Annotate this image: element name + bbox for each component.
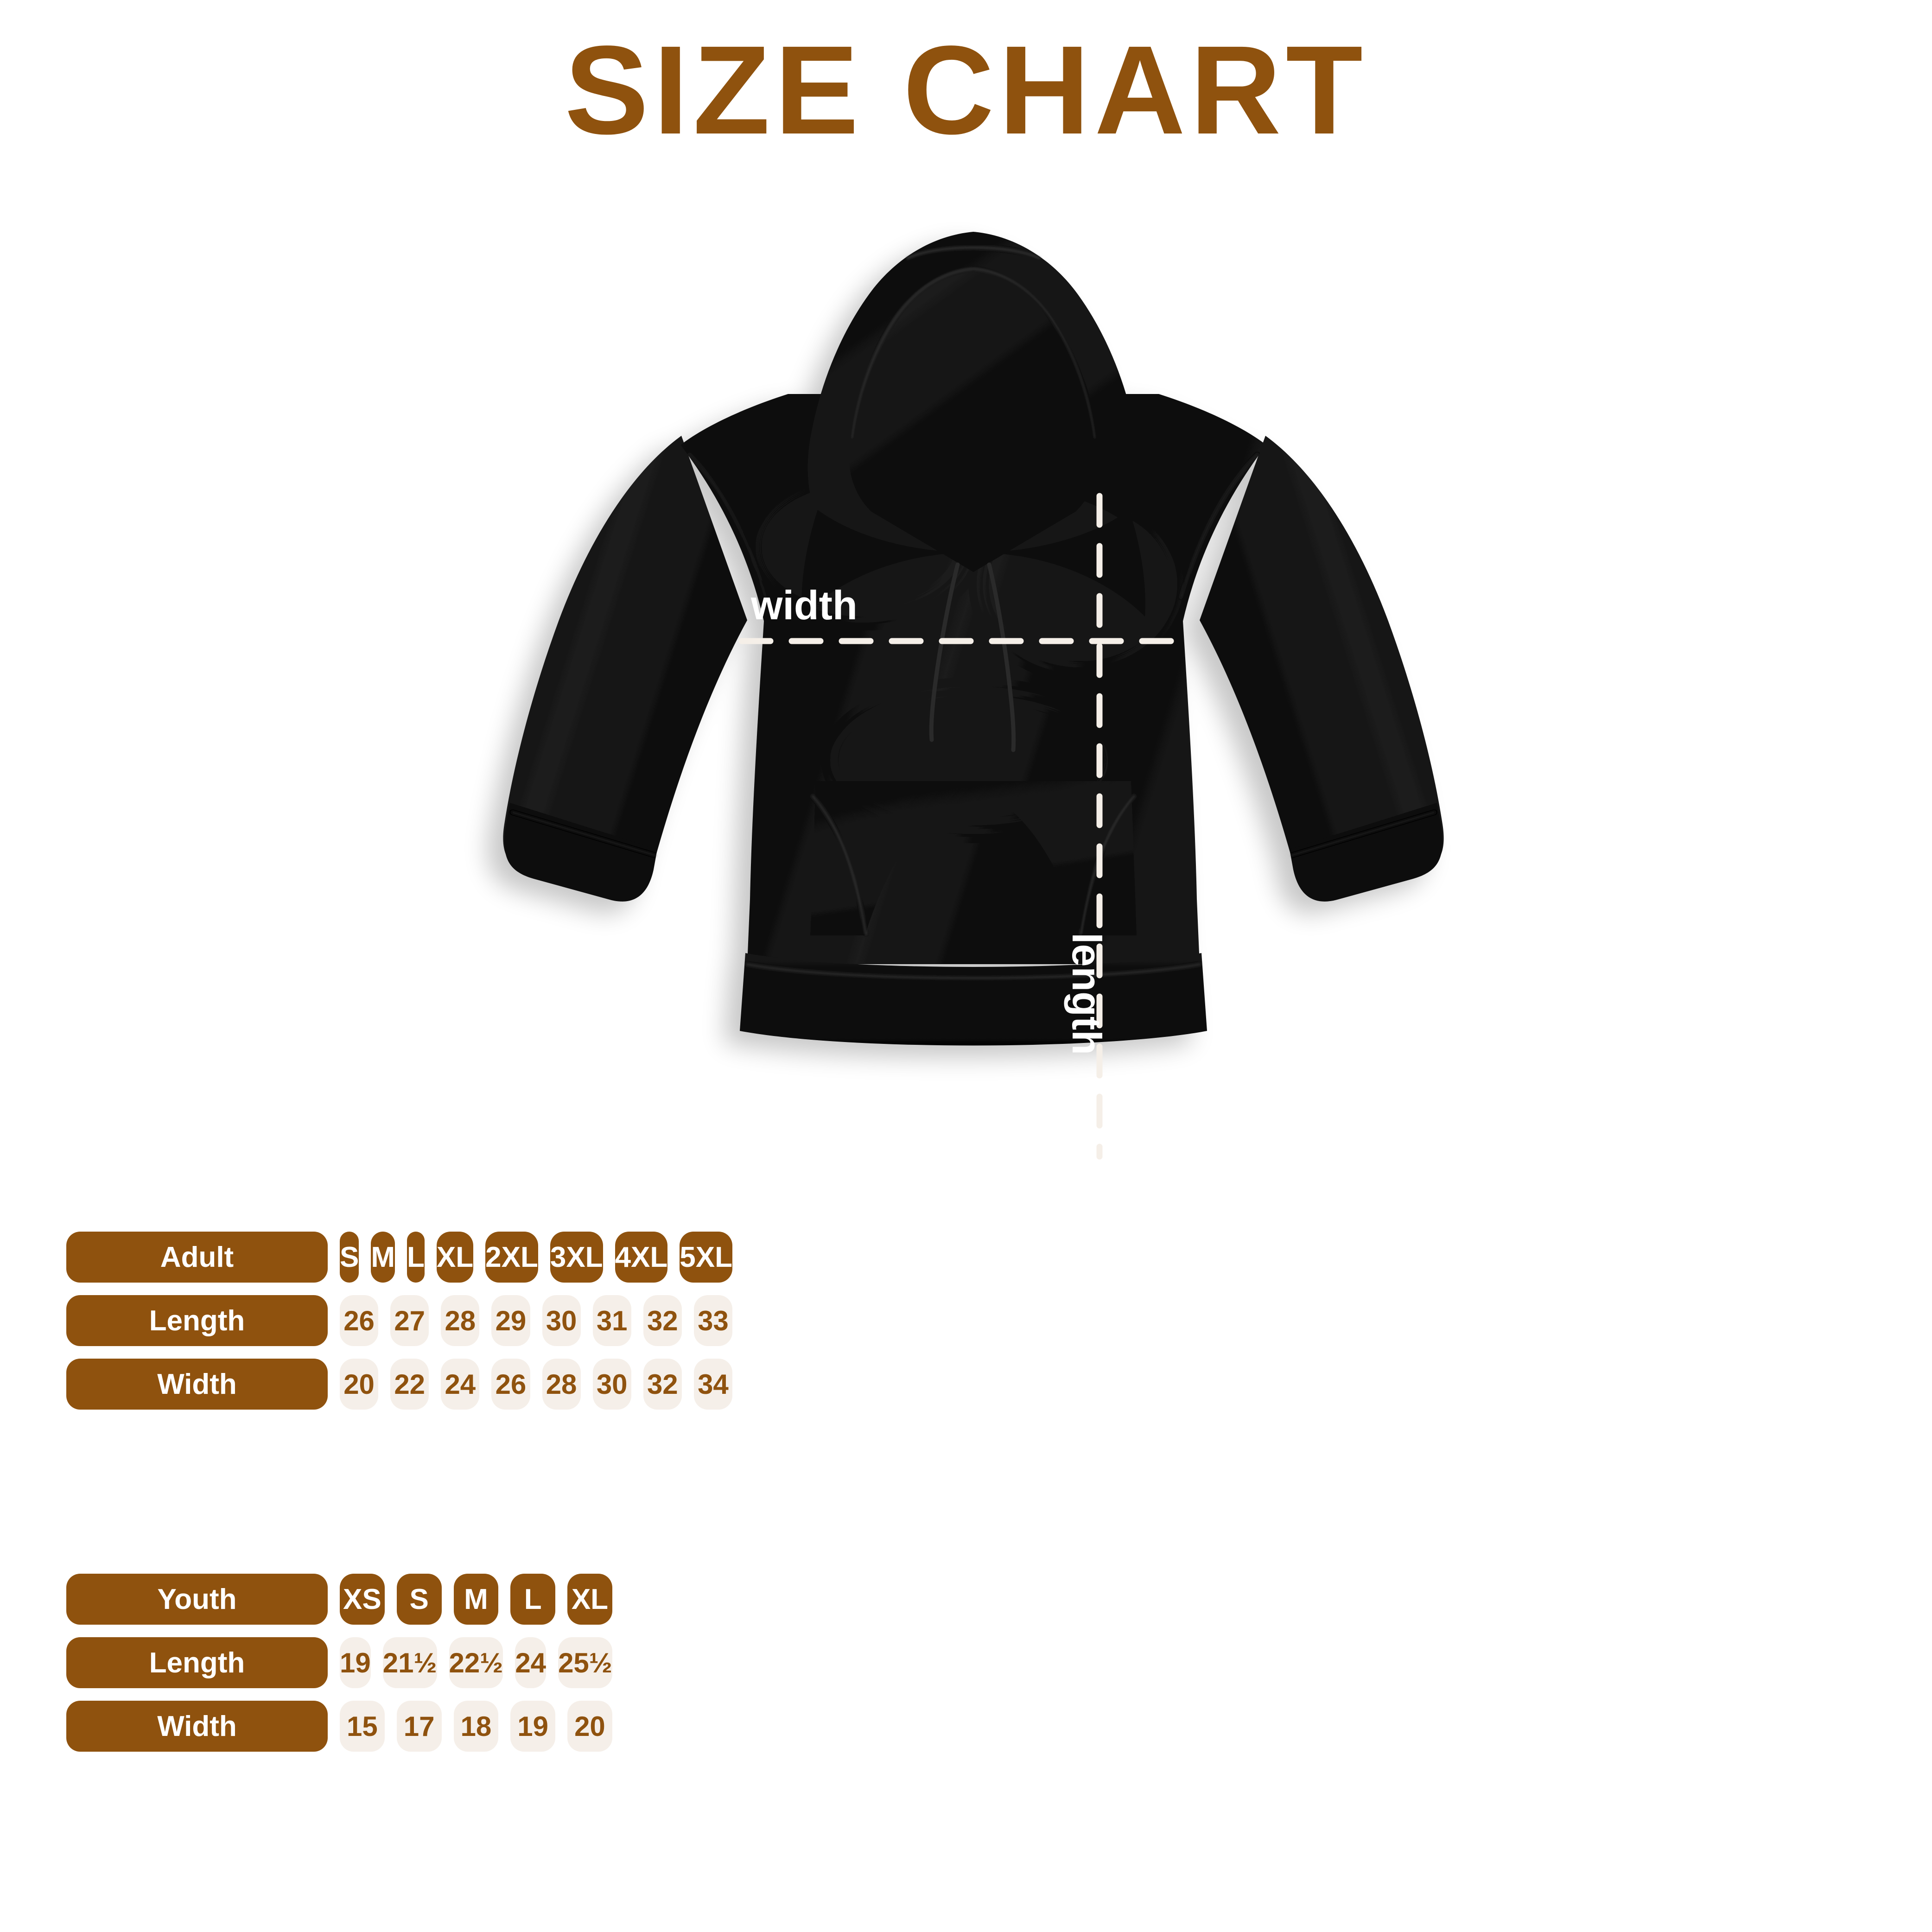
youth-length-value: 24 xyxy=(515,1637,547,1688)
youth-size-header: S xyxy=(396,1574,442,1625)
adult-size-header: 3XL xyxy=(550,1232,603,1283)
youth-size-header: L xyxy=(510,1574,556,1625)
youth-width-value: 20 xyxy=(567,1701,612,1752)
adult-width-value: 32 xyxy=(643,1359,682,1410)
adult-width-value: 24 xyxy=(441,1359,480,1410)
adult-size-header: XL xyxy=(436,1232,474,1283)
adult-length-value: 33 xyxy=(693,1295,732,1346)
youth-length-value: 19 xyxy=(340,1637,371,1688)
adult-size-header: 4XL xyxy=(615,1232,668,1283)
youth-width-value: 15 xyxy=(340,1701,385,1752)
adult-size-header: 5XL xyxy=(680,1232,732,1283)
youth-size-header: XL xyxy=(567,1574,612,1625)
youth-length-value: 25½ xyxy=(558,1637,612,1688)
youth-length-value: 22½ xyxy=(449,1637,503,1688)
adult-length-value: 27 xyxy=(390,1295,429,1346)
adult-length-label: Length xyxy=(66,1295,328,1346)
youth-table-label: Youth xyxy=(66,1574,328,1625)
adult-width-value: 30 xyxy=(592,1359,631,1410)
youth-length-row: Length 19 21½ 22½ 24 25½ xyxy=(66,1637,612,1688)
page-title: SIZE CHART xyxy=(565,19,1367,160)
adult-width-row: Width 20 22 24 26 28 30 32 34 xyxy=(66,1359,732,1410)
youth-size-header: M xyxy=(453,1574,499,1625)
adult-width-value: 28 xyxy=(542,1359,581,1410)
adult-width-value: 22 xyxy=(390,1359,429,1410)
adult-width-value: 20 xyxy=(340,1359,379,1410)
adult-width-label: Width xyxy=(66,1359,328,1410)
adult-length-row: Length 26 27 28 29 30 31 32 33 xyxy=(66,1295,732,1346)
adult-length-value: 28 xyxy=(441,1295,480,1346)
adult-length-value: 32 xyxy=(643,1295,682,1346)
adult-length-value: 29 xyxy=(491,1295,530,1346)
hoodie-illustration xyxy=(464,176,1483,1224)
youth-length-label: Length xyxy=(66,1637,328,1688)
adult-table-label: Adult xyxy=(66,1232,328,1283)
adult-width-value: 34 xyxy=(693,1359,732,1410)
adult-length-value: 30 xyxy=(542,1295,581,1346)
youth-size-header: XS xyxy=(340,1574,385,1625)
youth-width-row: Width 15 17 18 19 20 xyxy=(66,1701,612,1752)
youth-width-value: 17 xyxy=(396,1701,442,1752)
adult-size-table: Adult S M L XL 2XL 3XL 4XL 5XL Length 26… xyxy=(66,1232,732,1410)
youth-width-label: Width xyxy=(66,1701,328,1752)
adult-size-header: S xyxy=(340,1232,359,1283)
youth-width-value: 19 xyxy=(510,1701,556,1752)
youth-length-value: 21½ xyxy=(382,1637,437,1688)
length-measure-label: length xyxy=(1064,933,1110,1055)
adult-width-value: 26 xyxy=(491,1359,530,1410)
adult-length-value: 31 xyxy=(592,1295,631,1346)
adult-size-header: L xyxy=(407,1232,425,1283)
adult-size-header: 2XL xyxy=(485,1232,538,1283)
width-measure-label: width xyxy=(751,582,858,628)
youth-size-table: Youth XS S M L XL Length 19 21½ 22½ 24 2… xyxy=(66,1574,612,1752)
youth-width-value: 18 xyxy=(453,1701,499,1752)
adult-size-header: M xyxy=(371,1232,395,1283)
adult-header-row: Adult S M L XL 2XL 3XL 4XL 5XL xyxy=(66,1232,732,1283)
youth-header-row: Youth XS S M L XL xyxy=(66,1574,612,1625)
adult-length-value: 26 xyxy=(340,1295,379,1346)
